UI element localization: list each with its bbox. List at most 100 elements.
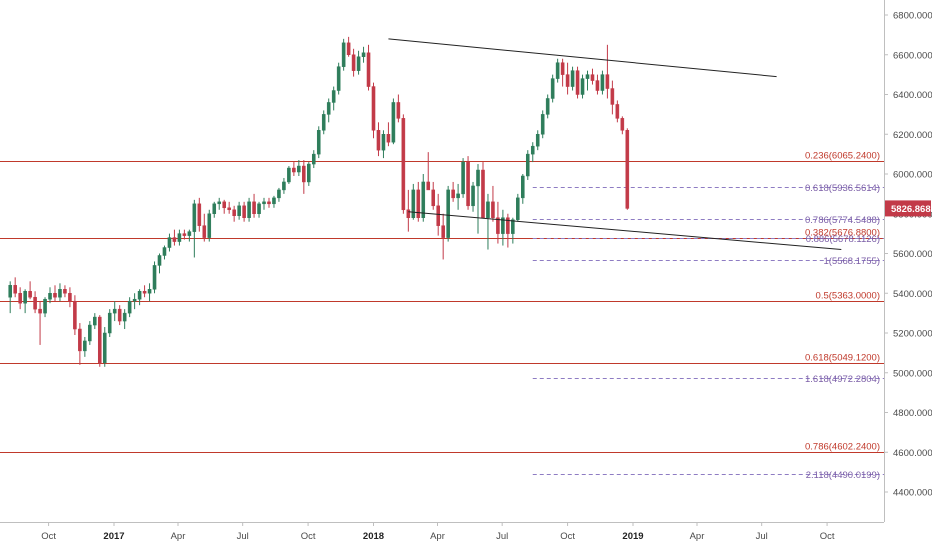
candle-body [267,201,271,205]
candle-body [162,247,167,256]
candle-body [307,163,311,183]
candle-body [521,175,525,199]
candle-body [620,118,625,131]
price-tick-label: 6800.0000 [893,11,932,22]
candle-body [97,316,102,364]
candle-body [481,169,485,218]
candle-body [466,161,470,207]
candle-body [112,308,117,314]
candle-body [232,209,236,216]
candle-body [346,42,351,56]
candle-body [33,296,37,310]
candle-body [506,217,510,234]
time-tick-label: 2019 [622,531,643,542]
price-tick-label: 6600.0000 [893,50,932,61]
candle-body [326,102,331,115]
candle-body [391,102,396,143]
candle-body [28,291,32,298]
candle-body [615,104,620,119]
candle-body [426,181,431,191]
candle-body [396,102,401,119]
candle-body [605,74,610,89]
candle-body [292,167,296,173]
candle-body [182,233,187,236]
time-tick-label: Jul [756,531,768,542]
candle-body [177,233,182,242]
candle-body [277,189,281,199]
candle-body [580,78,585,95]
candle-body [316,130,321,155]
price-tick-label: 5000.0000 [893,368,932,379]
candle-body [192,203,197,232]
last-price-label: 5826.8682 [891,204,932,215]
price-tick-label: 4600.0000 [893,448,932,459]
time-tick-label: 2017 [103,531,124,542]
candle-body [590,74,595,81]
candle-body [341,42,346,67]
candle-body [127,300,132,314]
candle-body [486,201,490,218]
candle-body [406,209,411,218]
candle-body [13,285,17,294]
candle-body [23,291,27,304]
candle-body [476,169,480,187]
candle-body [501,217,505,234]
price-tick-label: 6200.0000 [893,130,932,141]
candle-body [545,98,550,115]
candle-body [187,231,192,236]
candle-body [535,134,540,147]
candle-body [88,324,92,342]
candle-body [361,52,366,57]
price-tick-label: 5400.0000 [893,289,932,300]
time-tick-label: 2018 [363,531,384,542]
candle-body [247,201,251,218]
candle-body [585,74,590,79]
candle-body [491,201,495,218]
candle-body [167,237,172,248]
fib-level-label: 0.236(6065.2400) [805,151,880,162]
candle-body [401,118,406,211]
candle-body [371,86,376,131]
price-tick-label: 4800.0000 [893,408,932,419]
candle-body [212,203,217,214]
candle-body [516,197,520,220]
time-tick-label: Oct [41,531,56,542]
candle-body [555,62,560,79]
price-tick-label: 5600.0000 [893,249,932,260]
candle-body [252,201,256,214]
candle-body [436,205,440,226]
candle-body [58,289,62,298]
candle-body [431,189,436,207]
candle-body [102,332,107,364]
candle-body [142,291,147,294]
candle-body [197,203,202,226]
fib-level-label: 0.382(5676.8800) [805,228,880,239]
candle-body [451,189,455,199]
candle-body [68,293,72,302]
candle-body [297,165,301,173]
candle-body [93,316,97,326]
candle-body [78,328,82,352]
candle-body [570,70,575,87]
candle-body [257,203,261,214]
price-tick-label: 6000.0000 [893,170,932,181]
candle-body [565,74,570,87]
candle-body [446,189,450,238]
candle-body [560,62,565,75]
price-tick-label: 5200.0000 [893,329,932,340]
candle-body [540,114,545,135]
time-tick-label: Oct [820,531,835,542]
candle-body [73,300,77,330]
fib-level-label: 0.618(5049.1200) [805,353,880,364]
candle-body [381,134,386,151]
candle-body [122,312,127,322]
candle-body [202,225,207,238]
time-tick-label: Apr [690,531,705,542]
last-price-tag [885,200,931,217]
candle-body [376,130,381,151]
candle-body [416,189,421,218]
fib-extension-label: 2.118(4490.0199) [806,470,880,481]
